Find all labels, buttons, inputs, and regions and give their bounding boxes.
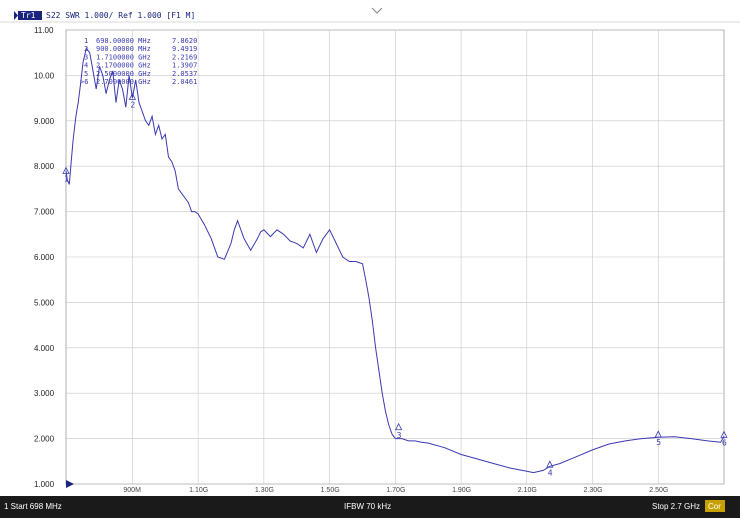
x-tick-label: 2.10G	[518, 487, 537, 494]
readout-frequency: 2.5000000 GHz	[96, 70, 151, 78]
trace-tag-arrow-icon	[14, 11, 18, 20]
readout-swr-value: 2.0461	[172, 78, 197, 86]
y-tick-label: 3.000	[34, 389, 55, 398]
marker-number: 4	[548, 468, 553, 477]
x-tick-label: 1.30G	[255, 487, 274, 494]
y-tick-label: 1.000	[34, 480, 55, 489]
readout-frequency: 2.7000000 GHz	[96, 78, 151, 86]
y-axis: 11.00 10.00 9.000 8.000 7.000 6.000 5.000 4.000…	[34, 26, 55, 489]
marker-number: 2	[130, 100, 135, 109]
trace-tag-box[interactable]	[18, 11, 42, 20]
status-bar	[0, 496, 740, 518]
chevron-down-icon[interactable]	[371, 7, 383, 14]
readout-marker-id: 1	[84, 37, 88, 45]
correction-label: Cor	[708, 502, 721, 511]
marker-triangle-icon[interactable]	[720, 430, 728, 438]
x-axis: 900M 1.10G 1.30G 1.50G 1.70G 1.90G 2.10G 2.30G 2…	[123, 487, 668, 494]
readout-marker-id: 4	[84, 62, 88, 70]
y-tick-label: 9.000	[34, 117, 55, 126]
readout-marker-id: 5	[84, 70, 88, 78]
marker-readout-table: 1 698.00000 MHz 7.8620 2 900.00000 MHz 9.4919…	[80, 37, 197, 86]
marker-triangle-icon[interactable]	[128, 92, 137, 100]
readout-frequency: 1.7100000 GHz	[96, 53, 151, 61]
marker-triangle-icon[interactable]	[394, 422, 403, 431]
marker-number: 3	[397, 431, 402, 440]
y-tick-label: 6.000	[34, 253, 55, 262]
readout-marker-id: >6	[80, 78, 88, 86]
swr-trace	[65, 47, 725, 474]
status-stop: Stop 2.7 GHz	[652, 502, 700, 511]
marker-triangle-icon[interactable]	[654, 430, 662, 438]
marker-number: 5	[656, 438, 661, 447]
x-tick-label: 900M	[123, 487, 141, 494]
marker-symbols: 1 2 3 4 5 6	[62, 92, 728, 477]
correction-badge[interactable]	[705, 500, 725, 512]
x-tick-label: 1.70G	[386, 487, 405, 494]
readout-frequency: 698.00000 MHz	[96, 37, 151, 45]
y-tick-label: 5.000	[34, 298, 55, 307]
x-tick-label: 1.50G	[321, 487, 340, 494]
status-ifbw: IFBW 70 kHz	[344, 502, 391, 511]
readout-frequency: 2.1700000 GHz	[96, 62, 151, 70]
y-tick-label: 4.000	[34, 344, 55, 353]
x-tick-label: 2.50G	[649, 487, 668, 494]
reference-level-icon[interactable]	[66, 480, 74, 488]
trace-header: S22 SWR 1.000/ Ref 1.000 [F1 M]	[46, 11, 195, 20]
y-tick-label: 2.000	[34, 435, 55, 444]
y-tick-label: 10.00	[34, 71, 55, 80]
y-tick-label: 7.000	[34, 208, 55, 217]
y-tick-label: 8.000	[34, 162, 55, 171]
grid	[66, 29, 724, 485]
readout-swr-value: 2.2169	[172, 53, 197, 61]
marker-triangle-icon[interactable]	[62, 166, 70, 174]
readout-swr-value: 9.4919	[172, 45, 197, 53]
readout-swr-value: 7.8620	[172, 37, 197, 45]
readout-swr-value: 2.0537	[172, 70, 197, 78]
marker-number: 6	[722, 439, 727, 448]
y-tick-label: 11.00	[34, 26, 54, 35]
readout-marker-id: 2	[84, 45, 88, 53]
x-tick-label: 1.10G	[189, 487, 208, 494]
x-tick-label: 2.30G	[584, 487, 603, 494]
readout-swr-value: 1.3907	[172, 62, 197, 70]
readout-frequency: 900.00000 MHz	[96, 45, 151, 53]
status-start: 1 Start 698 MHz	[4, 502, 62, 511]
marker-number: 1	[64, 174, 69, 183]
readout-marker-id: 3	[84, 53, 88, 61]
trace-tag[interactable]: Tr1	[21, 11, 36, 20]
marker-triangle-icon[interactable]	[546, 460, 554, 468]
x-tick-label: 1.90G	[452, 487, 471, 494]
